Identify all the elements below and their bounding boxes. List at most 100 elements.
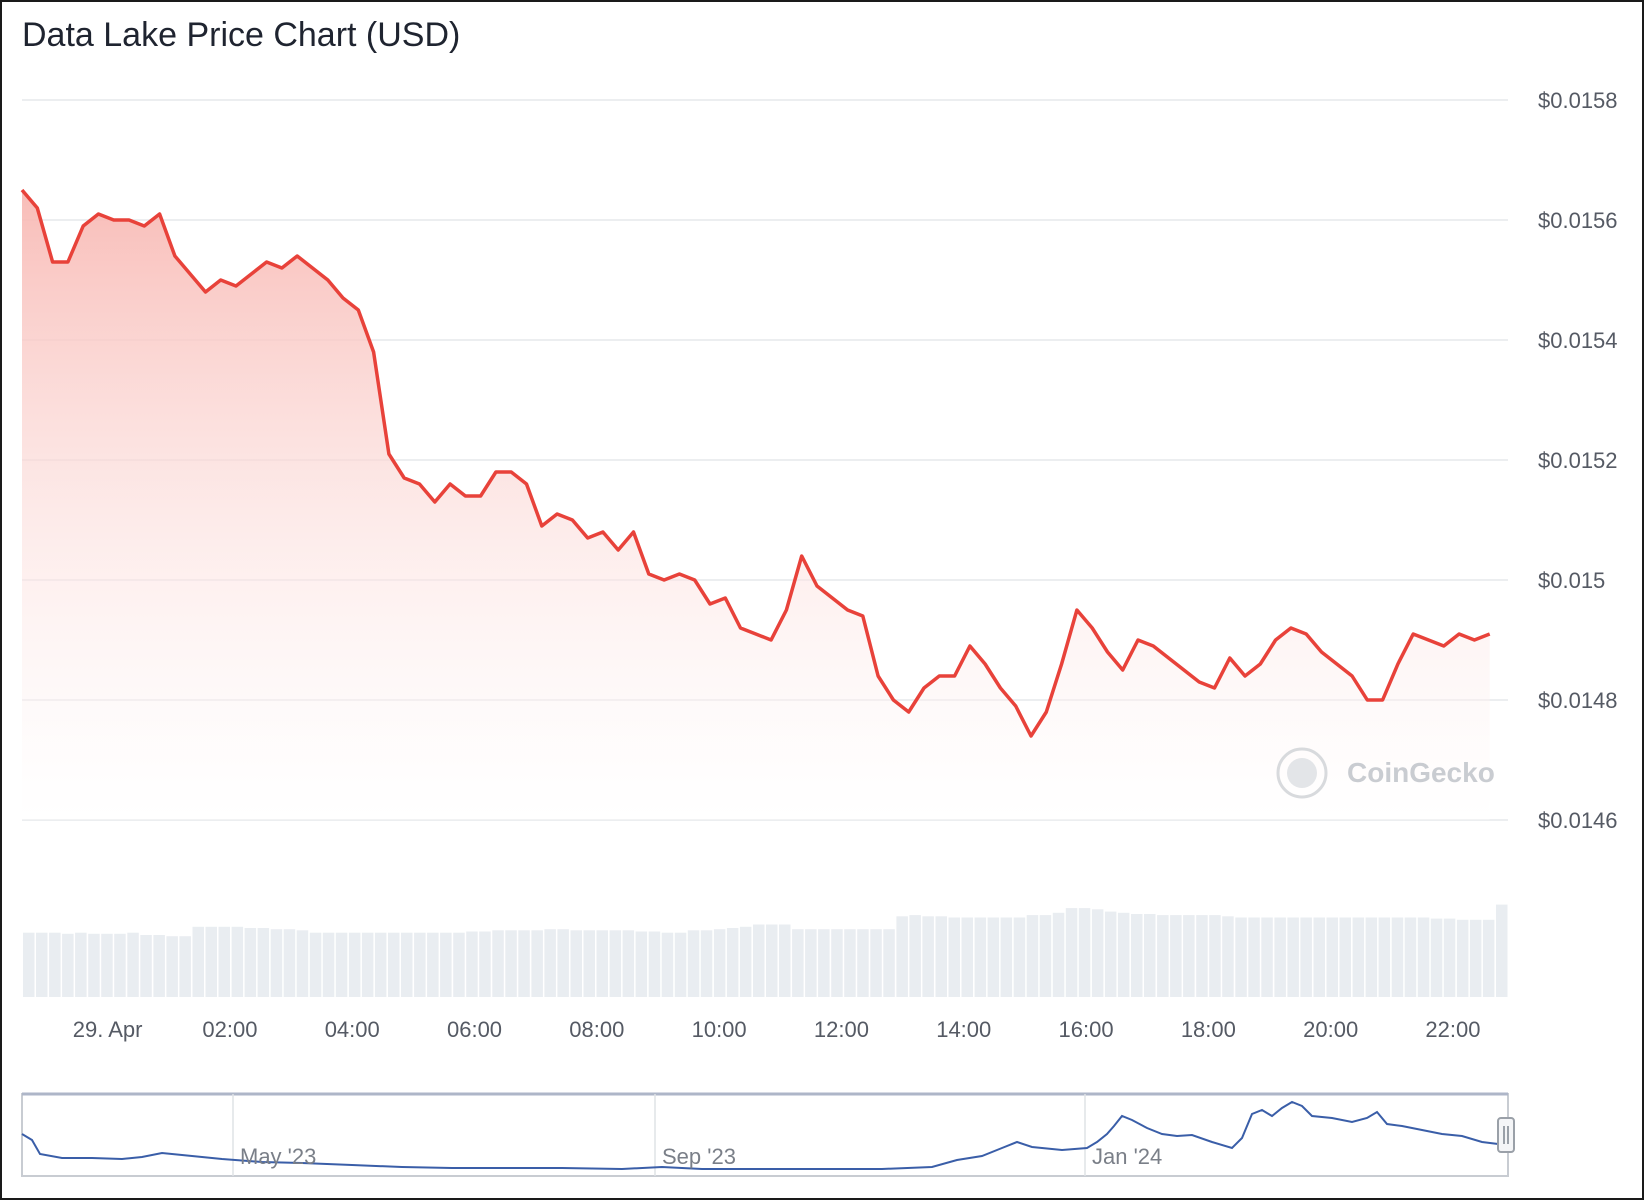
navigator-series [21,1100,1509,1171]
volume-bar [661,932,674,997]
volume-bar [335,932,348,997]
volume-bar [192,926,204,997]
price-area-fill [22,190,1490,820]
volume-bar [114,933,126,997]
volume-bar [792,929,804,997]
volume-bar [440,932,452,997]
volume-bar [622,930,635,997]
x-tick-label: 20:00 [1303,1017,1358,1042]
volume-bar [1391,917,1404,997]
volume-bar [1183,915,1195,997]
volume-bar [883,929,895,997]
price-series-line [20,188,1491,738]
volume-bar [753,924,765,997]
navigator-handle-box[interactable] [1497,1117,1515,1153]
volume-bar [388,932,400,997]
volume-bar [1365,917,1378,997]
volume-bar [1261,917,1273,997]
volume-bar [674,932,687,997]
volume-bar [1196,915,1208,997]
volume-bars [23,904,1508,997]
volume-bar [531,930,543,997]
x-tick-label: 14:00 [936,1017,991,1042]
volume-bar [36,932,48,997]
volume-bar [935,916,947,997]
volume-bar [1000,917,1013,997]
range-navigator[interactable]: May '23 Sep '23 Jan '24 [21,1092,1515,1177]
volume-bar [1482,919,1495,997]
volume-bar [583,930,595,997]
volume-bar [1104,911,1117,997]
x-axis: 29. Apr 02:00 04:00 06:00 08:00 10:00 12:00 14:… [73,1017,1481,1042]
volume-bar [218,926,230,997]
navigator-handle[interactable] [1497,1117,1515,1153]
watermark-text: CoinGecko [1347,757,1495,788]
navigator-tick-label: Jan '24 [1092,1144,1162,1169]
volume-bar [283,929,296,997]
y-tick-label: $0.0152 [1538,448,1618,473]
volume-bar [870,929,882,997]
volume-bar [739,926,752,997]
navigator-tick-label: Sep '23 [662,1144,736,1169]
volume-bar [1496,904,1508,997]
volume-bar [726,928,739,997]
x-tick-label: 04:00 [325,1017,380,1042]
y-tick-label: $0.0148 [1538,688,1618,713]
navigator-gridlines [232,1094,1086,1176]
volume-bar [374,932,387,997]
volume-bar [713,929,726,997]
navigator-tick-label: May '23 [240,1144,316,1169]
volume-bar [1222,916,1234,997]
volume-bar [961,917,973,997]
y-tick-label: $0.015 [1538,568,1605,593]
volume-bar [909,915,921,997]
volume-bar [296,930,309,997]
volume-bar [1157,915,1169,997]
x-tick-label: 16:00 [1059,1017,1114,1042]
volume-bar [544,929,556,997]
volume-bar [101,933,113,997]
volume-bar [127,932,139,997]
volume-bar [1313,917,1325,997]
volume-bar [453,932,465,997]
x-tick-label: 12:00 [814,1017,869,1042]
coingecko-logo-inner [1287,758,1317,788]
volume-bar [922,916,934,997]
volume-bar [466,931,478,997]
volume-bar [648,931,661,997]
volume-bar [700,930,713,997]
volume-bar [205,926,217,997]
volume-bar [831,929,843,997]
volume-bar [75,932,87,997]
x-tick-label: 10:00 [692,1017,747,1042]
volume-bar [492,930,504,997]
volume-bar [1326,917,1338,997]
y-tick-label: $0.0158 [1538,88,1618,113]
volume-bar [1052,912,1065,997]
volume-bar [179,936,191,997]
volume-bar [427,932,439,997]
x-tick-label: 29. Apr [73,1017,143,1042]
volume-bar [557,929,569,997]
volume-bar [948,917,960,997]
volume-bar [62,933,74,997]
volume-bar [1430,918,1443,997]
volume-bar [88,933,100,997]
price-area [22,190,1490,820]
volume-bar [1013,917,1026,997]
volume-bar [1131,914,1143,997]
volume-bar [401,932,413,997]
volume-bar [414,932,426,997]
volume-bar [140,935,152,997]
volume-bar [231,926,244,997]
volume-bar [1378,917,1391,997]
volume-bar [1352,917,1365,997]
volume-bar [270,929,283,997]
volume-bar [309,932,322,997]
volume-bar [1078,908,1091,997]
x-tick-label: 18:00 [1181,1017,1236,1042]
volume-bar [1469,919,1482,997]
volume-bar [1417,917,1430,997]
